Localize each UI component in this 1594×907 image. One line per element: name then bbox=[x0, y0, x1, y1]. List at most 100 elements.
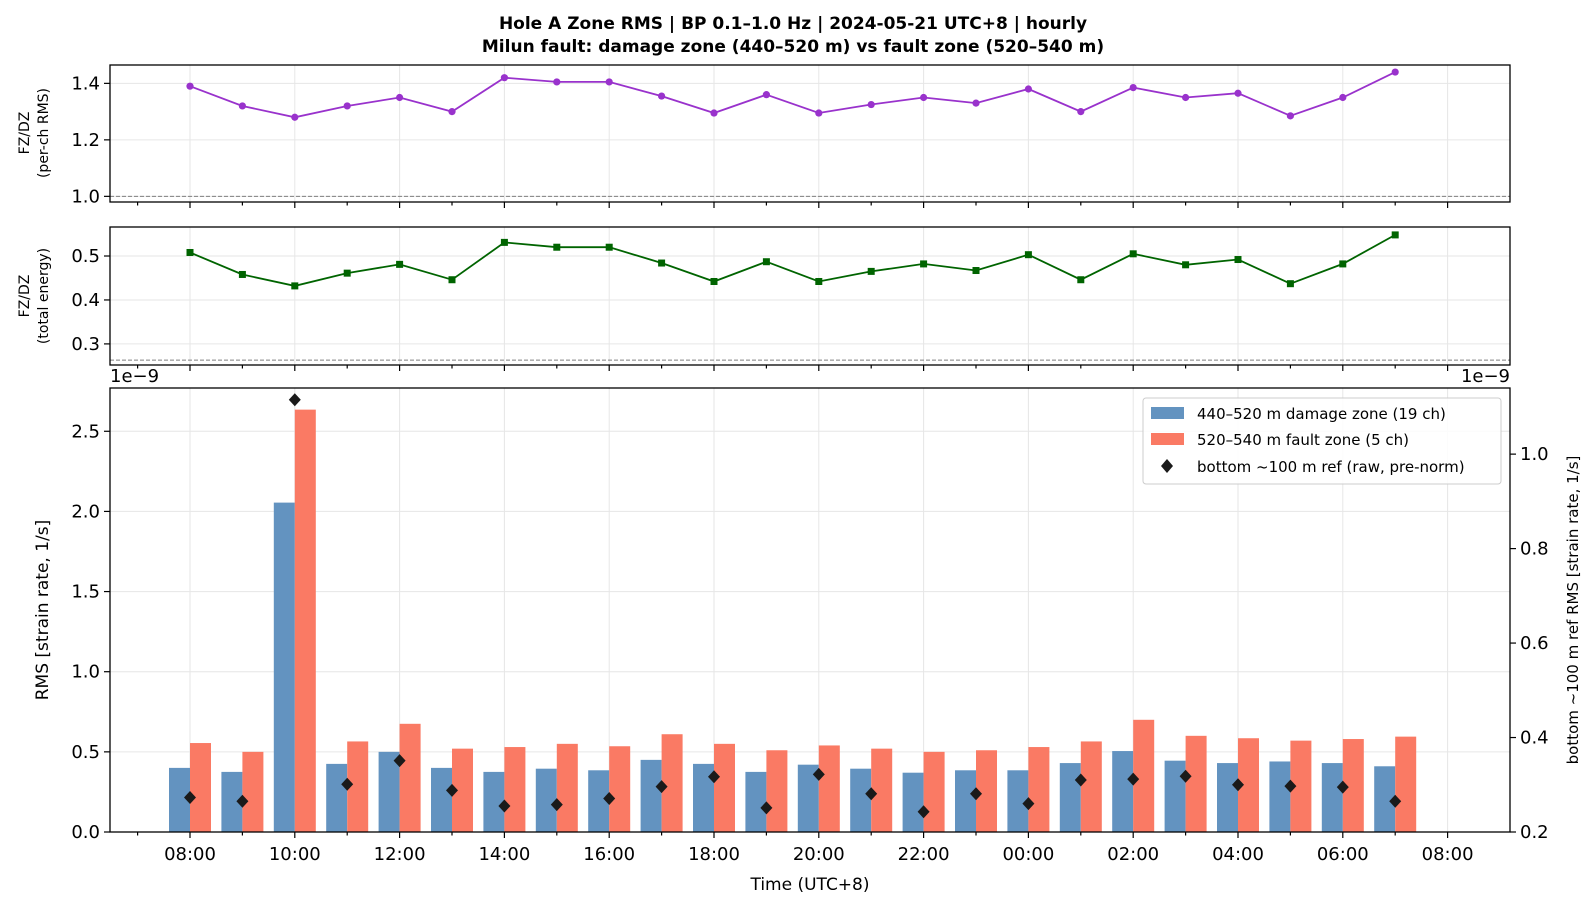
ratio-energy-point bbox=[920, 260, 928, 268]
ratio-energy-point bbox=[1391, 231, 1399, 239]
ratio-rms-point bbox=[1182, 93, 1190, 102]
legend-label-reference: bottom ~100 m ref (raw, pre-norm) bbox=[1197, 458, 1465, 476]
damage-zone-bar bbox=[221, 771, 243, 832]
ratio-energy-point bbox=[553, 243, 561, 251]
ratio-rms-point bbox=[343, 102, 351, 110]
ratio-energy-point bbox=[448, 276, 456, 284]
ratio-rms-point bbox=[762, 91, 771, 99]
reference-marker bbox=[708, 770, 720, 784]
damage-zone-bar bbox=[169, 767, 190, 832]
zone-rms-ytick-label: 0.5 bbox=[71, 742, 100, 763]
ratio-rms-point bbox=[815, 109, 823, 117]
reference-marker bbox=[498, 799, 511, 813]
zone-rms-right-ytick-label: 0.8 bbox=[1520, 539, 1549, 560]
zone-rms-right-ytick-label: 1.0 bbox=[1520, 444, 1549, 465]
ratio-energy-grid bbox=[110, 227, 1510, 365]
ratio-rms-point bbox=[291, 113, 299, 121]
reference-marker bbox=[865, 787, 878, 801]
zone-rms-xtick-label: 04:00 bbox=[1212, 844, 1264, 865]
zone-rms-frame bbox=[109, 387, 1511, 833]
reference-marker bbox=[288, 393, 301, 407]
legend-label-fault-zone: 520–540 m fault zone (5 ch) bbox=[1197, 431, 1409, 449]
damage-zone-bar bbox=[1059, 763, 1081, 832]
reference-marker bbox=[1389, 794, 1402, 808]
ratio-rms-point bbox=[710, 109, 718, 117]
ratio-energy-point bbox=[815, 277, 823, 285]
zone-rms-ytick-label: 2.0 bbox=[71, 501, 100, 522]
ratio-rms-grid bbox=[110, 65, 1510, 202]
ratio-energy-point bbox=[238, 270, 246, 278]
reference-marker bbox=[341, 777, 354, 791]
damage-zone-bar bbox=[1164, 760, 1186, 832]
ratio-energy-frame bbox=[109, 226, 1511, 366]
fault-zone-bar bbox=[714, 743, 735, 832]
ratio-rms-frame bbox=[109, 64, 1511, 203]
ratio-energy-point bbox=[343, 269, 351, 277]
ratio-rms-ytick-label: 1.4 bbox=[71, 73, 100, 94]
ratio-energy-point bbox=[762, 258, 770, 266]
fault-zone-bar bbox=[1290, 740, 1312, 832]
reference-marker bbox=[603, 791, 616, 805]
fault-zone-bar bbox=[242, 751, 264, 832]
damage-zone-bar bbox=[693, 763, 714, 832]
damage-zone-bar bbox=[326, 763, 348, 832]
ratio-energy-point bbox=[867, 267, 875, 275]
fault-zone-bar bbox=[1133, 719, 1155, 832]
damage-zone-bar bbox=[1112, 751, 1134, 832]
damage-zone-bar bbox=[273, 502, 295, 832]
ratio-energy-ytick-label: 0.5 bbox=[71, 246, 100, 267]
reference-marker bbox=[1127, 772, 1140, 786]
ratio-energy-point bbox=[396, 260, 404, 268]
fault-zone-bar bbox=[399, 723, 421, 832]
fault-zone-bar bbox=[556, 743, 578, 832]
title-line-1: Hole A Zone RMS | BP 0.1–1.0 Hz | 2024-0… bbox=[499, 14, 1087, 34]
ratio-rms-ylabel-line-1: FZ/DZ bbox=[17, 112, 33, 155]
ratio-energy-ylabel-line-1: FZ/DZ bbox=[17, 275, 33, 318]
offset-text-left: 1e−9 bbox=[110, 366, 159, 387]
ratio-rms-axes: 1.0 1.2 1.4 bbox=[71, 73, 1449, 208]
legend-swatch-damage-zone bbox=[1151, 407, 1184, 419]
ratio-energy-point bbox=[500, 238, 508, 246]
legend-label-damage-zone: 440–520 m damage zone (19 ch) bbox=[1197, 405, 1446, 423]
fault-zone-bar bbox=[871, 748, 893, 832]
ratio-rms-point bbox=[1391, 68, 1399, 76]
ratio-energy-point bbox=[1077, 276, 1085, 284]
ratio-rms-ylabel-line-2: (per-ch RMS) bbox=[36, 88, 52, 178]
ratio-energy-point bbox=[291, 282, 299, 290]
reference-markers bbox=[184, 393, 1402, 819]
offset-text-right: 1e−9 bbox=[1461, 366, 1510, 387]
zone-rms-xtick-label: 08:00 bbox=[1422, 844, 1474, 865]
zone-rms-xtick-label: 22:00 bbox=[898, 844, 950, 865]
ratio-rms-point bbox=[1024, 85, 1032, 93]
ratio-rms-point bbox=[448, 108, 456, 116]
ratio-energy-point bbox=[1129, 250, 1137, 258]
fault-zone-bar bbox=[661, 734, 683, 832]
damage-zone-bar bbox=[535, 768, 557, 832]
damage-zone-bar bbox=[797, 764, 819, 832]
damage-zone-bar bbox=[431, 767, 452, 832]
fault-zone-bar bbox=[923, 751, 945, 832]
fault-zone-bar bbox=[818, 745, 840, 832]
ratio-energy-point bbox=[186, 248, 194, 256]
damage-zone-bar bbox=[1217, 763, 1238, 832]
reference-marker bbox=[184, 791, 196, 805]
reference-marker bbox=[917, 805, 930, 819]
legend-swatch-fault-zone bbox=[1151, 433, 1184, 445]
ratio-energy-point bbox=[658, 259, 666, 267]
reference-marker bbox=[812, 767, 825, 781]
ratio-rms-point bbox=[500, 74, 508, 82]
ratio-rms-point bbox=[553, 78, 561, 86]
reference-marker bbox=[550, 798, 563, 812]
zone-rms-ytick-label: 1.5 bbox=[71, 582, 100, 603]
ratio-rms-point bbox=[1339, 93, 1347, 102]
ratio-rms-point bbox=[920, 93, 928, 102]
ratio-energy-axes: 0.3 0.4 0.5 bbox=[71, 246, 1449, 371]
zone-rms-panel: 0.0 0.5 1.0 1.5 2.0 2.5 0.2 0.4 0.6 0.8 1.0 08:00 10… bbox=[33, 366, 1582, 895]
zone-rms-right-ytick-label: 0.4 bbox=[1520, 728, 1549, 749]
zone-rms-xtick-label: 12:00 bbox=[374, 844, 426, 865]
zone-rms-xtick-label: 10:00 bbox=[269, 844, 321, 865]
zone-rms-ytick-label: 1.0 bbox=[71, 662, 100, 683]
legend-frame bbox=[1142, 397, 1502, 485]
ratio-rms-point bbox=[1077, 108, 1085, 116]
